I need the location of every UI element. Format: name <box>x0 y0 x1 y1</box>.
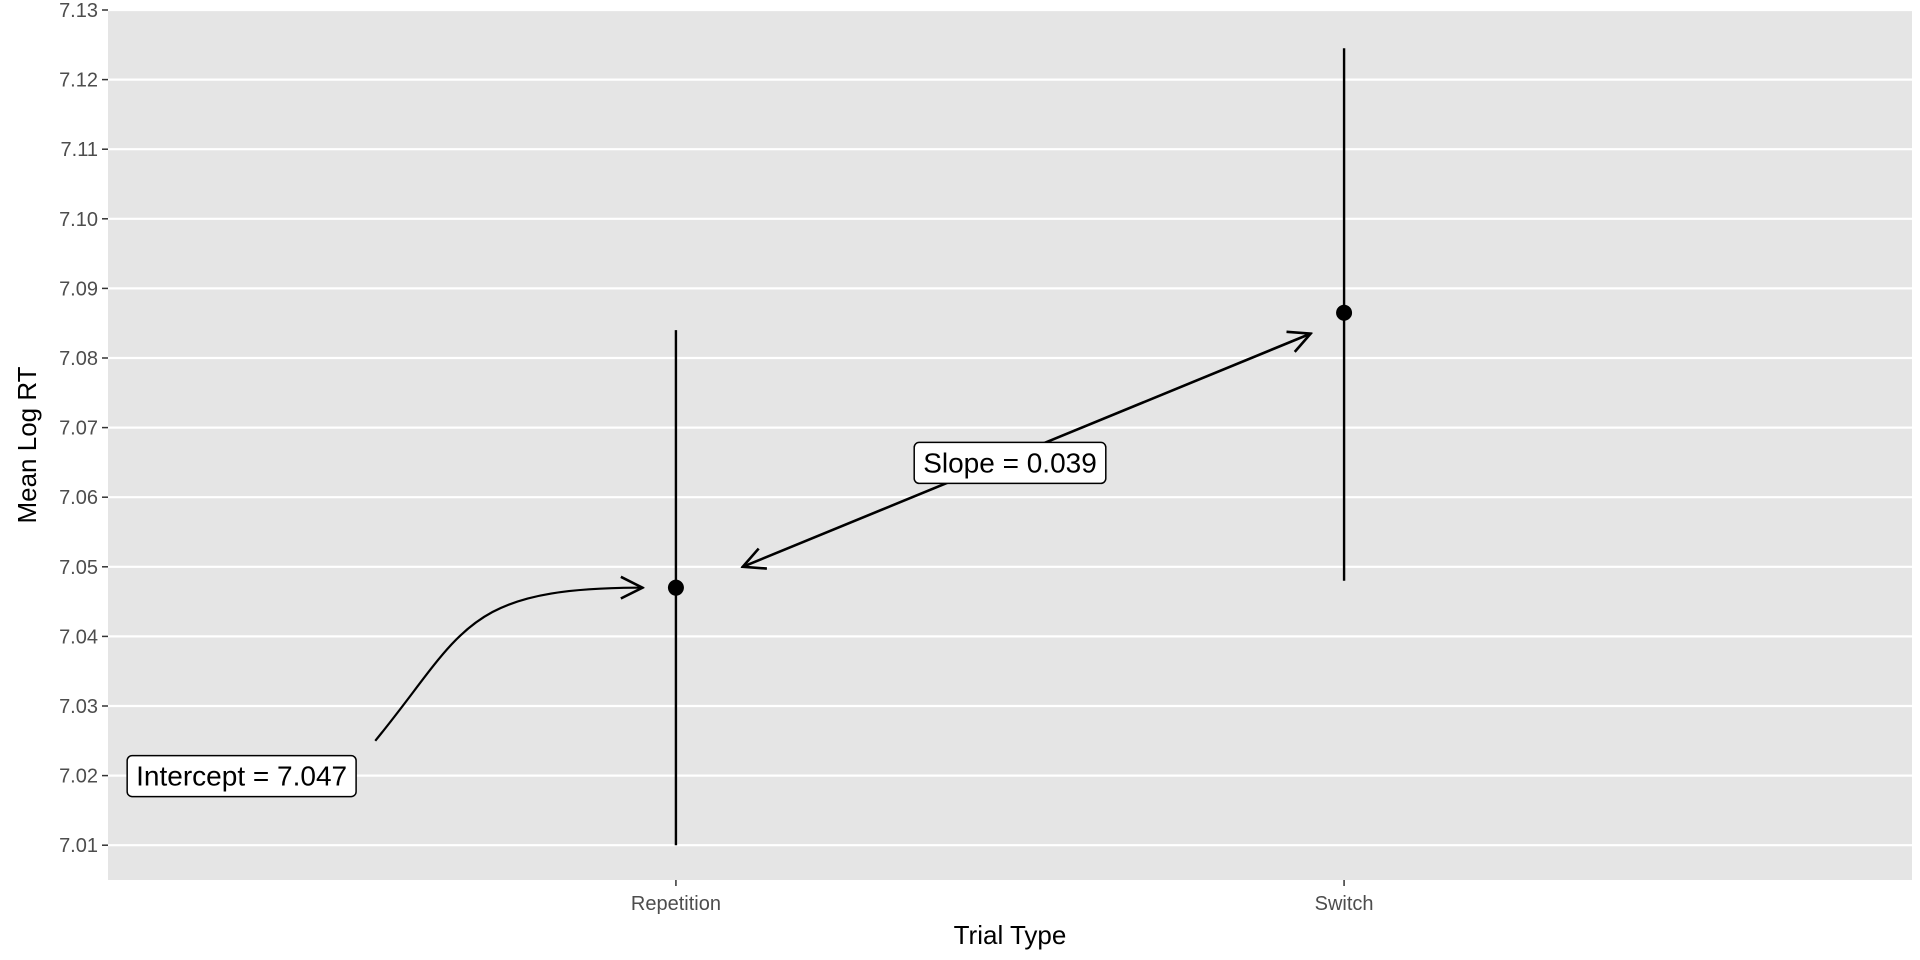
x-axis-ticks: Repetition Switch <box>631 880 1374 915</box>
intercept-label: Intercept = 7.047 <box>126 754 357 798</box>
y-tick-label: 7.10 <box>59 209 98 231</box>
y-tick-label: 7.05 <box>59 557 98 579</box>
data-point <box>1336 304 1353 321</box>
data-layer <box>667 48 1353 846</box>
annotation-layer: Intercept = 7.047 Slope = 0.039 <box>126 334 1311 798</box>
y-tick-label: 7.04 <box>59 626 98 648</box>
label-box <box>913 441 1107 485</box>
y-tick-label: 7.11 <box>61 139 98 161</box>
y-tick-label: 7.12 <box>59 70 98 92</box>
y-tick-label: 7.09 <box>59 278 98 300</box>
data-point <box>667 579 684 596</box>
y-axis-ticks: 7.01 7.02 7.03 7.04 7.05 7.06 7.07 7.08 7.09 7.10… <box>59 0 108 857</box>
y-tick-label: 7.06 <box>59 487 98 509</box>
x-axis-title: Trial Type <box>954 920 1067 950</box>
gridlines <box>108 8 1912 847</box>
label-text: Intercept = 7.047 <box>136 761 347 792</box>
y-tick-label: 7.08 <box>59 348 98 370</box>
y-tick-label: 7.13 <box>59 0 98 22</box>
y-axis-title: Mean Log RT <box>12 366 42 523</box>
label-text: Slope = 0.039 <box>923 447 1097 478</box>
y-tick-label: 7.02 <box>59 766 98 788</box>
y-tick-label: 7.07 <box>59 418 98 440</box>
intercept-arrow <box>374 588 642 742</box>
slope-label: Slope = 0.039 <box>913 441 1107 485</box>
x-tick-label: Repetition <box>631 893 721 915</box>
label-box <box>126 754 357 798</box>
y-tick-label: 7.03 <box>59 696 98 718</box>
y-tick-label: 7.01 <box>59 835 98 857</box>
x-tick-label: Switch <box>1315 893 1374 915</box>
